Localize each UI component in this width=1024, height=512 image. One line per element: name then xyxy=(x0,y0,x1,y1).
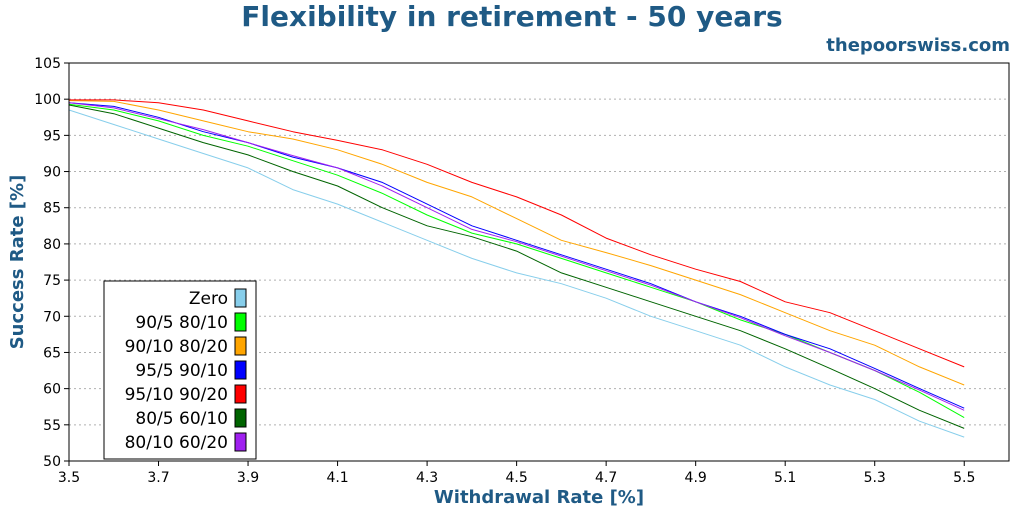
chart-title: Flexibility in retirement - 50 years xyxy=(241,0,783,33)
x-tick-label: 5.5 xyxy=(953,470,975,486)
x-tick-label: 4.1 xyxy=(326,470,348,486)
x-tick-label: 5.1 xyxy=(774,470,796,486)
legend-label: Zero xyxy=(189,289,228,309)
axes: 50 55 60 65 70 75 80 85 90 95 100 105 3.5 3.7 3.9 4.1 4.… xyxy=(34,56,975,486)
y-axis-label: Success Rate [%] xyxy=(7,175,28,350)
x-tick-label: 3.7 xyxy=(147,470,169,486)
x-tick-label: 4.5 xyxy=(505,470,527,486)
x-tick-label: 3.9 xyxy=(237,470,259,486)
y-tick-label: 95 xyxy=(43,128,61,144)
legend-swatch xyxy=(234,336,247,356)
legend-box xyxy=(103,280,257,460)
series-line-0 xyxy=(68,109,965,438)
legend-swatch xyxy=(234,312,247,332)
y-tick-label: 90 xyxy=(43,165,61,181)
legend: Zero 90/5 80/10 90/10 80/20 95/5 90/10 95/10… xyxy=(103,280,257,460)
legend-label: 95/5 90/10 xyxy=(135,361,228,381)
x-tick-label: 4.9 xyxy=(685,470,707,486)
series-line-3 xyxy=(68,102,965,409)
y-tick-label: 75 xyxy=(43,273,61,289)
legend-swatch xyxy=(234,288,247,308)
legend-label: 80/10 60/20 xyxy=(125,433,228,453)
series-line-5 xyxy=(68,104,965,429)
x-tick-label: 4.3 xyxy=(416,470,438,486)
legend-swatch xyxy=(234,408,247,428)
y-tick-label: 55 xyxy=(43,418,61,434)
x-axis-label: Withdrawal Rate [%] xyxy=(434,487,644,508)
legend-swatch xyxy=(234,384,247,404)
series-line-2 xyxy=(68,100,965,386)
legend-swatch xyxy=(234,360,247,380)
legend-label: 90/10 80/20 xyxy=(125,337,228,357)
y-tick-label: 70 xyxy=(43,309,61,325)
y-tick-label: 50 xyxy=(43,454,61,470)
site-name: thepoorswiss.com xyxy=(826,35,1010,56)
x-tick-label: 4.7 xyxy=(595,470,617,486)
y-tick-label: 80 xyxy=(43,237,61,253)
legend-label: 90/5 80/10 xyxy=(135,313,228,333)
series-layer xyxy=(68,99,965,438)
y-tick-label: 105 xyxy=(34,56,61,72)
series-line-4 xyxy=(69,99,965,368)
legend-swatch xyxy=(234,432,247,452)
y-tick-label: 60 xyxy=(43,382,61,398)
y-tick-label: 85 xyxy=(43,201,61,217)
legend-label: 95/10 90/20 xyxy=(125,385,228,405)
series-line-6 xyxy=(68,102,965,411)
plot-frame xyxy=(68,62,1010,462)
y-tick-label: 65 xyxy=(43,345,61,361)
y-tick-label: 100 xyxy=(34,92,61,108)
legend-label: 80/5 60/10 xyxy=(135,409,228,429)
x-tick-label: 5.3 xyxy=(864,470,886,486)
x-tick-label: 3.5 xyxy=(58,470,80,486)
